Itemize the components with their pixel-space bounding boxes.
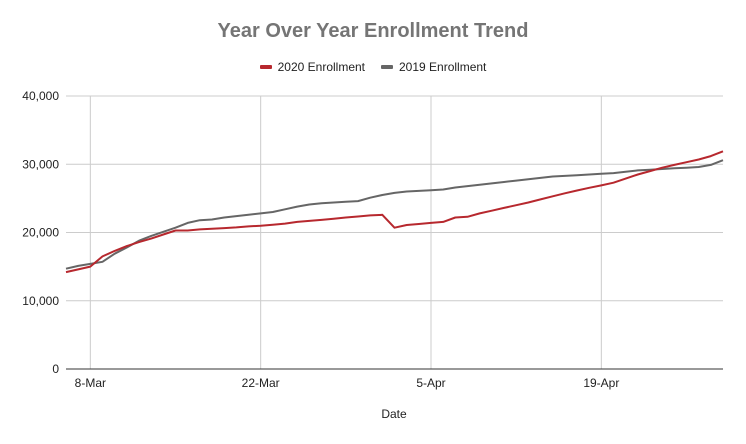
legend-item-2019[interactable]: 2019 Enrollment bbox=[381, 60, 486, 74]
x-tick-label: 19-Apr bbox=[583, 376, 619, 390]
legend-item-2020[interactable]: 2020 Enrollment bbox=[259, 60, 365, 74]
x-tick-label: 8-Mar bbox=[75, 376, 106, 390]
x-tick-label: 22-Mar bbox=[242, 376, 280, 390]
x-tick-label: 5-Apr bbox=[416, 376, 445, 390]
legend-label-2020: 2020 Enrollment bbox=[277, 60, 365, 74]
x-axis-title: Date bbox=[381, 407, 407, 421]
y-tick-label: 0 bbox=[52, 362, 59, 376]
y-tick-label: 20,000 bbox=[22, 226, 59, 240]
legend-swatch-2020 bbox=[259, 65, 272, 69]
y-tick-label: 10,000 bbox=[22, 294, 59, 308]
chart-legend: 2020 Enrollment 2019 Enrollment bbox=[0, 60, 746, 74]
legend-label-2019: 2019 Enrollment bbox=[399, 60, 487, 74]
y-tick-label: 30,000 bbox=[22, 157, 59, 171]
y-tick-label: 40,000 bbox=[22, 89, 59, 103]
chart-title: Year Over Year Enrollment Trend bbox=[217, 20, 529, 42]
legend-swatch-2019 bbox=[381, 65, 393, 69]
series-line-2020[interactable] bbox=[65, 150, 724, 274]
series-line-2019[interactable] bbox=[65, 159, 724, 270]
